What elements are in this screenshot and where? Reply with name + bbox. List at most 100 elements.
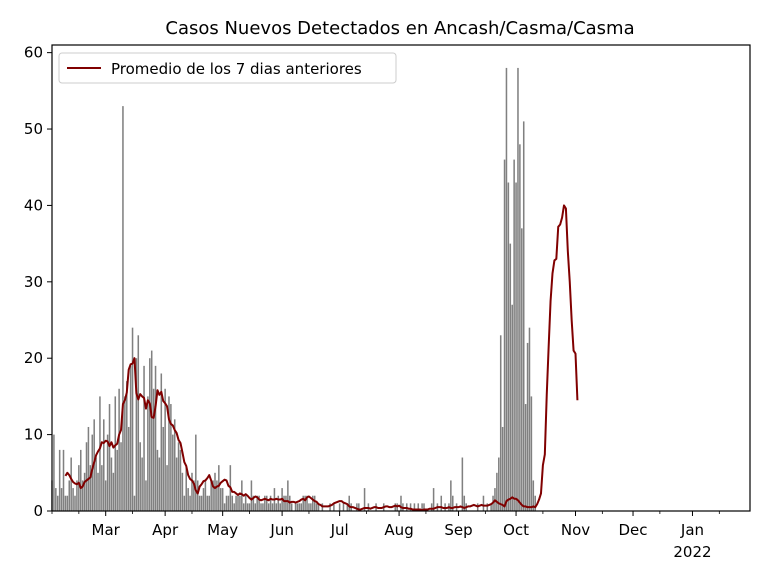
bar	[333, 503, 335, 511]
bar	[409, 503, 412, 511]
y-tick-label: 50	[24, 120, 43, 138]
bar	[112, 472, 115, 511]
bar	[306, 495, 308, 511]
y-tick-label: 40	[24, 196, 43, 214]
bar	[290, 503, 293, 511]
bar	[256, 495, 258, 511]
bar	[139, 442, 141, 511]
line-group	[64, 204, 579, 512]
bar	[486, 503, 489, 511]
bar	[124, 396, 126, 511]
bar	[120, 442, 122, 511]
bar	[233, 503, 235, 511]
bar	[206, 495, 209, 511]
bar	[315, 503, 318, 511]
bar	[248, 503, 251, 511]
bar	[225, 495, 228, 511]
bar	[231, 495, 234, 511]
bar	[482, 495, 485, 511]
bar	[218, 465, 220, 511]
bar	[173, 419, 176, 511]
bar	[141, 457, 143, 511]
bar	[110, 457, 113, 511]
bar	[524, 404, 527, 511]
bar	[313, 495, 316, 511]
bar	[496, 472, 498, 511]
bar	[170, 404, 172, 511]
bar	[450, 480, 452, 511]
bar	[463, 495, 466, 511]
bar	[204, 480, 207, 511]
y-tick-label: 60	[24, 44, 43, 62]
bar	[149, 358, 151, 511]
y-axis: 0 10 20 30 40 50 60	[24, 44, 52, 520]
bar	[430, 503, 433, 511]
x-tick-label: May	[207, 521, 238, 539]
bar	[53, 434, 55, 511]
bar	[158, 457, 161, 511]
bar	[118, 388, 120, 511]
bar	[509, 243, 512, 511]
bar	[219, 488, 222, 511]
bar	[116, 449, 118, 511]
bar	[198, 495, 201, 511]
y-tick-label: 0	[33, 502, 43, 520]
bar	[252, 495, 255, 511]
bar	[312, 495, 314, 511]
bar	[221, 488, 224, 511]
bar	[191, 472, 193, 511]
bar	[223, 503, 226, 511]
bar	[530, 396, 533, 511]
bar	[342, 503, 345, 511]
bar	[68, 480, 71, 511]
bar	[89, 465, 92, 511]
bar	[166, 465, 168, 511]
bar	[246, 503, 249, 511]
bar	[60, 488, 63, 511]
bar	[193, 480, 195, 511]
bar	[66, 495, 69, 511]
bar	[147, 396, 149, 511]
bar	[196, 480, 199, 511]
bar	[517, 67, 519, 512]
bar	[254, 503, 257, 511]
bar	[133, 495, 136, 511]
bar	[394, 503, 397, 511]
bar	[150, 350, 153, 511]
bar	[356, 503, 358, 511]
bar	[143, 365, 145, 511]
bar	[285, 495, 287, 511]
bar	[279, 503, 281, 511]
bar	[214, 472, 216, 511]
bar	[202, 488, 205, 511]
bar	[260, 503, 262, 511]
x-tick-label: Aug	[384, 521, 413, 539]
bar	[302, 495, 304, 511]
bar	[114, 396, 117, 511]
bar	[85, 442, 88, 511]
bar	[526, 342, 529, 511]
legend-label: Promedio de los 7 dias anteriores	[111, 60, 362, 78]
bar	[99, 396, 101, 511]
bar	[258, 495, 260, 511]
bar	[532, 480, 535, 511]
bar	[106, 434, 109, 511]
x-tick-label: Sep	[444, 521, 472, 539]
bar	[421, 503, 423, 511]
bar	[216, 480, 218, 511]
bar	[187, 488, 189, 511]
bar	[101, 465, 103, 511]
bar	[515, 182, 517, 511]
bar	[317, 503, 320, 511]
bar	[310, 503, 312, 511]
bar	[168, 396, 170, 511]
bar	[277, 495, 280, 511]
bar	[275, 503, 278, 511]
bar	[513, 159, 515, 511]
bar	[185, 465, 187, 511]
bar	[423, 503, 425, 511]
bar	[329, 503, 331, 511]
x-tick-label: Jan	[680, 521, 704, 539]
chart-title: Casos Nuevos Detectados en Ancash/Casma/…	[165, 18, 634, 39]
